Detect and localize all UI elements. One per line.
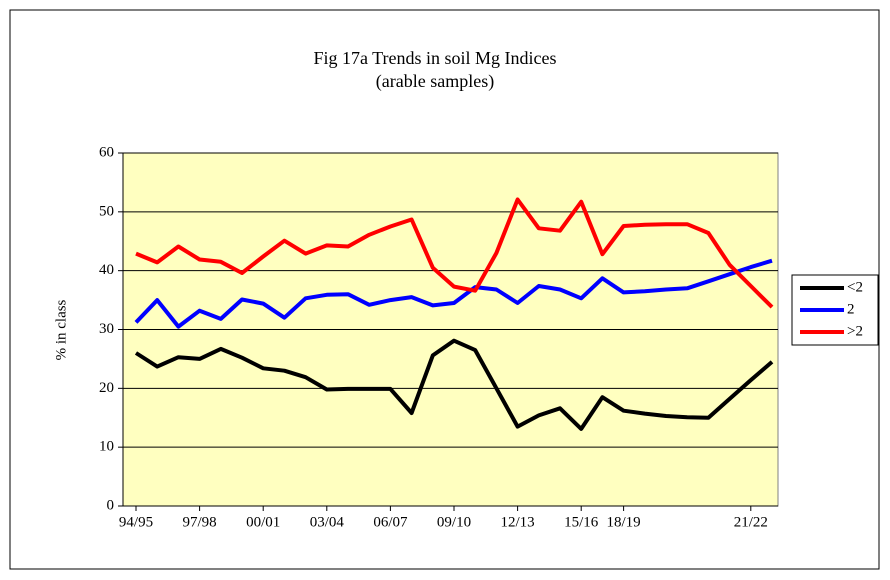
y-tick-label: 50 (99, 203, 114, 219)
series-line (134, 338, 774, 431)
series-line (134, 258, 773, 329)
x-tick-label: 18/19 (607, 514, 641, 530)
legend-label: >2 (847, 323, 863, 339)
y-tick-label: 40 (99, 262, 114, 278)
x-tick-label: 15/16 (564, 514, 599, 530)
x-tick-label: 97/98 (183, 514, 217, 530)
y-tick-label: 60 (99, 144, 114, 160)
y-tick-label: 0 (107, 497, 115, 513)
y-tick-label: 30 (99, 321, 114, 337)
legend-label: 2 (847, 301, 855, 317)
y-axis-label: % in class (53, 299, 69, 360)
x-tick-label: 12/13 (501, 514, 535, 530)
x-tick-label: 09/10 (437, 514, 471, 530)
x-tick-label: 03/04 (310, 514, 345, 530)
chart-title: Fig 17a Trends in soil Mg Indices (313, 48, 556, 68)
x-tick-label: 00/01 (246, 514, 280, 530)
chart-subtitle: (arable samples) (376, 71, 494, 92)
x-tick-label: 94/95 (119, 514, 153, 530)
y-tick-label: 10 (99, 439, 114, 455)
legend-label: <2 (847, 279, 863, 295)
y-tick-label: 20 (99, 380, 114, 396)
x-tick-label: 21/22 (734, 514, 768, 530)
x-tick-label: 06/07 (373, 514, 408, 530)
series-line (135, 197, 774, 309)
